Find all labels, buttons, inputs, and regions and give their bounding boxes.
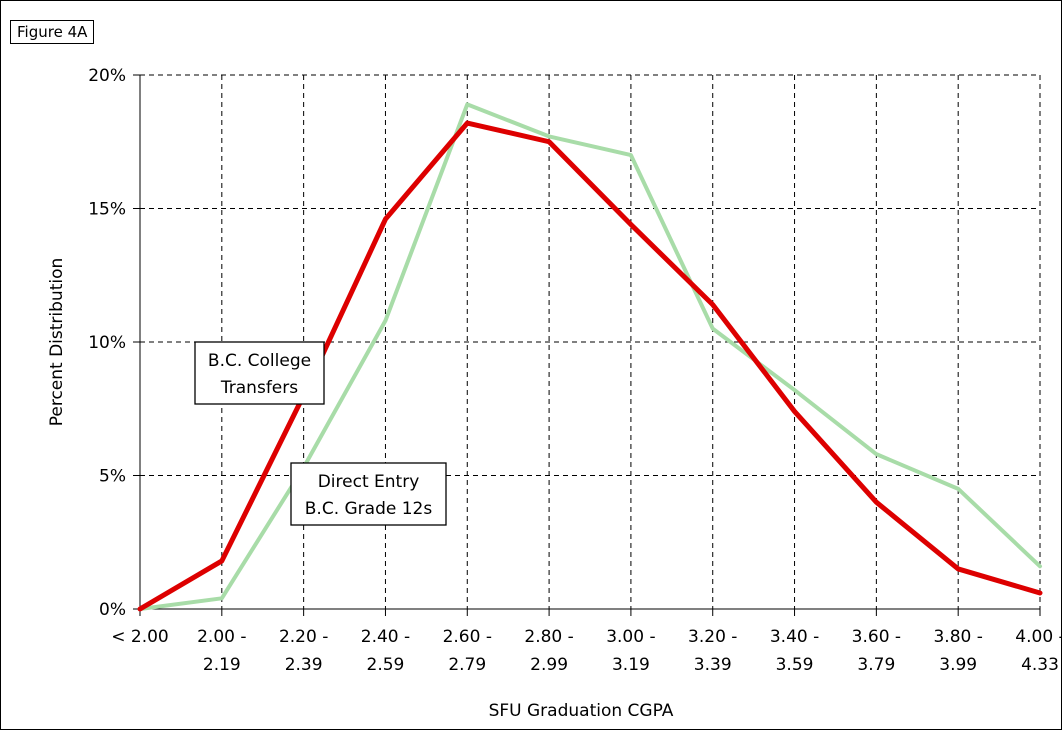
callout-text: B.C. College [208,351,311,371]
callout-text: Transfers [220,378,298,398]
figure-label: Figure 4A [10,20,95,44]
y-tick-label: 15% [88,200,126,220]
x-tick-label: 3.20 - [688,627,737,647]
x-tick-label: 2.79 [448,655,486,675]
grid-lines [139,74,1041,610]
x-tick-label: 2.19 [203,655,241,675]
series-callouts: B.C. College Transfers Direct Entry B.C. Gr… [194,341,447,526]
y-tick-label: 0% [99,600,126,620]
x-tick-label: 2.39 [285,655,323,675]
x-tick-label: 3.40 - [770,627,819,647]
x-tick-label: 3.00 - [606,627,655,647]
x-tick-label: 2.60 - [443,627,492,647]
x-axis-ticks: < 2.00 2.00 - 2.19 2.20 - 2.39 2.40 - 2.59 2.60… [111,609,1062,675]
x-tick-label: 3.19 [612,655,650,675]
x-tick-label: 2.80 - [524,627,573,647]
y-tick-label: 10% [88,333,126,353]
callout-transfers: B.C. College Transfers [194,341,325,405]
callout-box [194,341,325,405]
x-tick-label: 3.60 - [852,627,901,647]
y-axis-title: Percent Distribution [47,258,67,427]
x-tick-label: 4.00 - [1015,627,1062,647]
y-axis-ticks: 0% 5% 10% 15% 20% [88,66,140,620]
x-tick-label: 3.99 [939,655,977,675]
callout-box [290,462,447,526]
x-axis-title: SFU Graduation CGPA [489,701,674,721]
x-tick-label: 3.80 - [933,627,982,647]
x-tick-label: 4.33 [1021,655,1059,675]
y-tick-label: 5% [99,467,126,487]
x-tick-label: 2.00 - [197,627,246,647]
callout-direct-entry: Direct Entry B.C. Grade 12s [290,462,447,526]
callout-text: B.C. Grade 12s [305,499,433,519]
x-tick-label: 3.79 [857,655,895,675]
series-line-direct-entry [138,102,1042,611]
x-tick-label: 3.39 [694,655,732,675]
y-tick-label: 20% [88,66,126,86]
x-tick-label: 2.59 [367,655,405,675]
x-tick-label: 3.59 [776,655,814,675]
callout-text: Direct Entry [318,472,420,492]
x-tick-label: 2.99 [530,655,568,675]
x-tick-label: 2.20 - [279,627,328,647]
x-tick-label: < 2.00 [111,627,169,647]
series-line-transfers [137,120,1043,612]
x-tick-label: 2.40 - [361,627,410,647]
